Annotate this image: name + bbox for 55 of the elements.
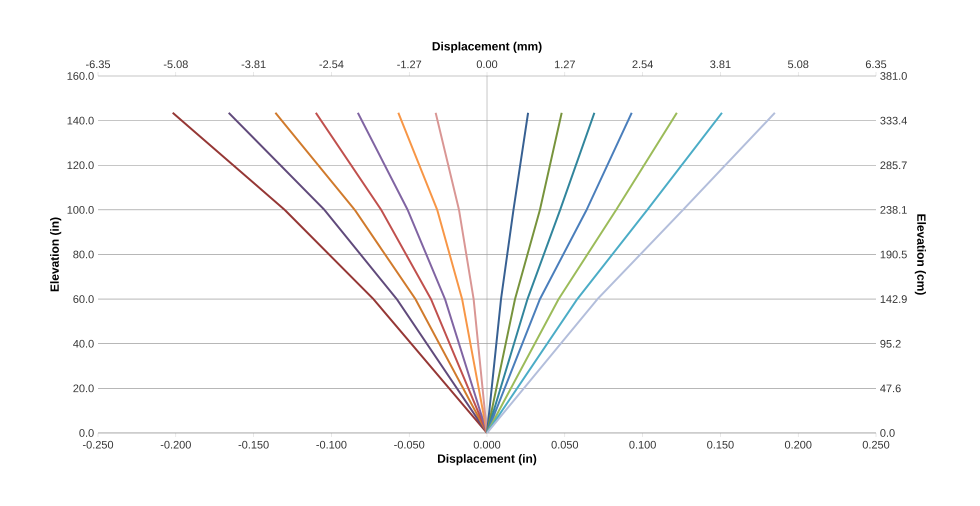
x-tick-label: -0.200 bbox=[160, 440, 191, 449]
x2-tick-label: -3.81 bbox=[242, 60, 266, 68]
line-series bbox=[356, 112, 488, 434]
line-series bbox=[172, 112, 488, 434]
x-tick-label: -0.150 bbox=[238, 440, 269, 449]
x2-tick-label: 6.35 bbox=[866, 60, 886, 68]
x-tick-label: -0.250 bbox=[82, 440, 114, 449]
y2-tick-label: 285.7 bbox=[880, 161, 907, 170]
x2-tick-label: -1.27 bbox=[397, 60, 422, 68]
x2-tick-label: 5.08 bbox=[788, 60, 808, 68]
x-axis-title: Displacement (in) bbox=[438, 454, 536, 466]
x-tick-label: 0.000 bbox=[474, 440, 500, 449]
line-series bbox=[274, 112, 488, 434]
y2-tick-label: 0.0 bbox=[880, 429, 895, 437]
x-tick-label: 0.250 bbox=[862, 440, 890, 449]
y-tick-label: 0.0 bbox=[79, 429, 94, 437]
y-tick-label: 140.0 bbox=[68, 116, 94, 124]
y-tick-label: 100.0 bbox=[68, 206, 94, 214]
x2-tick-label: -5.08 bbox=[164, 60, 188, 68]
x-tick-label: -0.050 bbox=[394, 440, 424, 449]
y2-tick-label: 142.9 bbox=[880, 295, 907, 303]
y2-tick-label: 381.0 bbox=[880, 72, 907, 80]
x2-tick-label: 1.27 bbox=[554, 60, 575, 68]
x2-tick-label: 3.81 bbox=[710, 60, 731, 68]
y2-tick-label: 95.2 bbox=[880, 340, 901, 348]
y2-axis-title: Elevation (cm) bbox=[914, 214, 926, 295]
line-series bbox=[486, 112, 776, 434]
x2-tick-label: 2.54 bbox=[632, 60, 653, 68]
line-series bbox=[486, 112, 530, 434]
x-tick-label: 0.050 bbox=[552, 440, 578, 449]
y-axis-title: Elevation (in) bbox=[50, 218, 62, 292]
x-tick-label: -0.100 bbox=[316, 440, 347, 449]
x2-tick-label: -6.35 bbox=[86, 60, 110, 68]
line-series bbox=[486, 112, 596, 434]
line-series bbox=[314, 112, 488, 434]
x-tick-label: 0.200 bbox=[784, 440, 812, 449]
line-series bbox=[397, 112, 488, 434]
x2-tick-label: -2.54 bbox=[319, 60, 344, 68]
y2-tick-label: 190.5 bbox=[880, 250, 907, 258]
x2-tick-label: 0.00 bbox=[476, 60, 498, 68]
y2-tick-label: 238.1 bbox=[880, 206, 907, 214]
line-series bbox=[486, 112, 633, 434]
y-tick-label: 160.0 bbox=[68, 72, 94, 80]
x-tick-label: 0.150 bbox=[707, 440, 734, 449]
y-tick-label: 120.0 bbox=[68, 161, 94, 170]
y-tick-label: 80.0 bbox=[73, 250, 94, 258]
line-series bbox=[486, 112, 678, 434]
x-tick-label: 0.100 bbox=[629, 440, 656, 449]
y-tick-label: 40.0 bbox=[73, 340, 94, 348]
y-tick-label: 60.0 bbox=[73, 295, 94, 303]
line-series bbox=[486, 112, 563, 434]
y2-tick-label: 47.6 bbox=[880, 384, 901, 392]
y2-tick-label: 333.4 bbox=[880, 116, 907, 124]
y-tick-label: 20.0 bbox=[73, 384, 94, 392]
x2-axis-title: Displacement (mm) bbox=[432, 42, 542, 53]
